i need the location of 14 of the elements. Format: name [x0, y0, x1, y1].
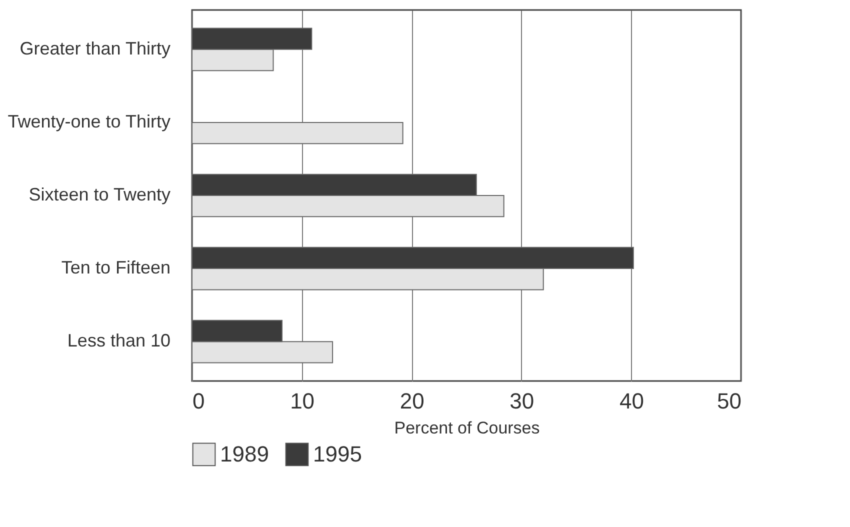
- y-tick-label: Sixteen to Twenty: [28, 184, 170, 204]
- x-axis-title: Percent of Courses: [394, 418, 540, 438]
- x-tick-label: 20: [400, 388, 424, 414]
- legend-label: 1995: [313, 441, 362, 466]
- legend-label: 1989: [220, 441, 269, 466]
- y-tick-label: Greater than Thirty: [20, 38, 170, 58]
- x-tick-label: 50: [717, 388, 742, 414]
- y-tick-label: Less than 10: [67, 330, 170, 351]
- y-tick-label: Twenty-one to Thirty: [8, 111, 170, 132]
- x-tick-label: 10: [290, 388, 315, 414]
- y-tick-label: Ten to Fifteen: [61, 258, 170, 278]
- x-tick-label: 30: [510, 388, 534, 414]
- x-tick-label: 0: [192, 388, 205, 414]
- x-tick-label: 40: [619, 388, 644, 414]
